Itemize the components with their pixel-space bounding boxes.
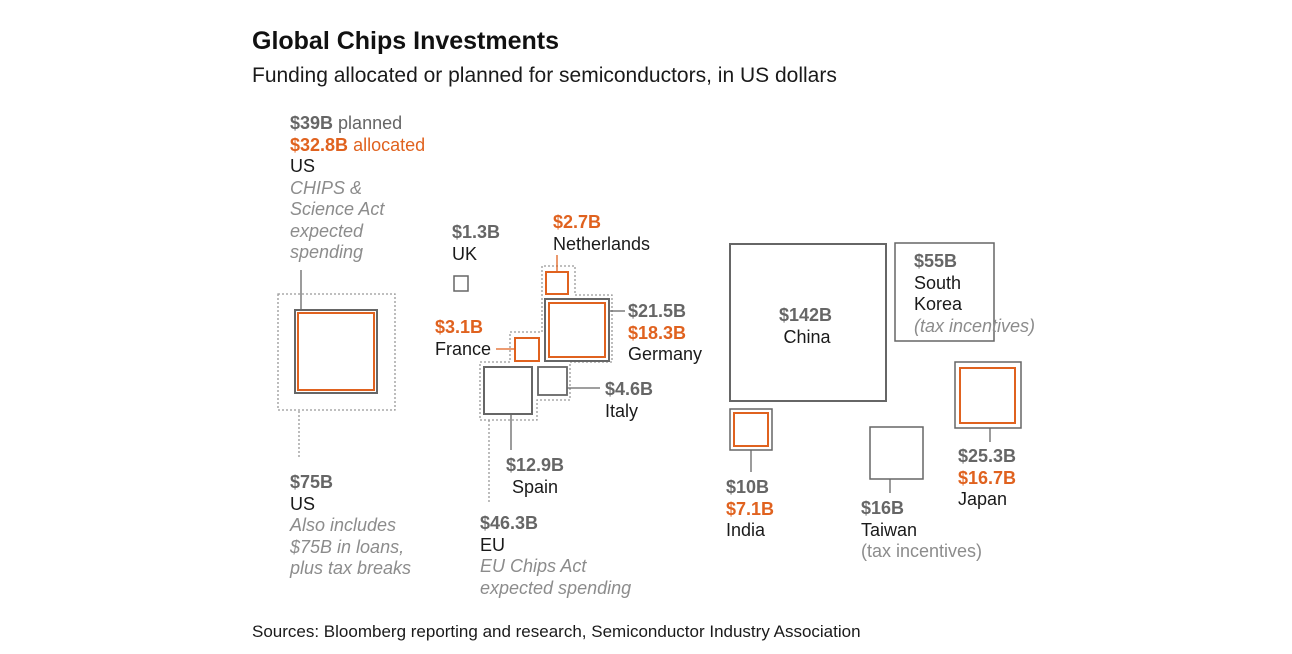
south-korea-value: $55B: [914, 251, 958, 271]
us-allocated-word: allocated: [353, 134, 426, 155]
china-name: China: [783, 326, 831, 347]
us-top-note-3: expected: [290, 220, 364, 241]
germany-name: Germany: [628, 344, 703, 364]
eu-outline: [479, 265, 613, 421]
china-value: $142B: [779, 305, 833, 325]
germany-label: $21.5B $18.3B Germany: [628, 301, 702, 366]
india-name: India: [726, 520, 766, 540]
us-top-label: $39B planned $32.8B allocated US CHIPS &…: [290, 113, 425, 264]
source-note: Sources: Bloomberg reporting and researc…: [252, 622, 861, 641]
us-top-note-2: Science Act: [290, 199, 385, 219]
south-korea-name-2: Korea: [914, 294, 963, 314]
spain-value: $12.9B: [506, 455, 565, 475]
us-top-name: US: [290, 156, 316, 176]
us-planned-value: $39B: [290, 113, 334, 133]
eu-note-2: expected spending: [480, 577, 632, 598]
netherlands-square: [545, 271, 569, 295]
japan-allocated-value: $16.7B: [958, 467, 1017, 488]
china-label: $142B China: [779, 305, 832, 348]
uk-square: [453, 275, 469, 292]
india-allocated-square: [733, 412, 769, 447]
south-korea-label: $55B South Korea (tax incentives): [914, 251, 1035, 337]
italy-label: $4.6B Italy: [605, 379, 653, 422]
japan-allocated-square: [959, 367, 1016, 424]
germany-allocated-value: $18.3B: [628, 322, 687, 343]
eu-value: $46.3B: [480, 513, 539, 533]
france-label: $3.1B France: [435, 317, 491, 360]
us-allocated-square: [297, 312, 375, 391]
spain-square: [483, 366, 533, 415]
italy-value: $4.6B: [605, 379, 654, 399]
us-bottom-label: $75B US Also includes $75B in loans, plu…: [290, 472, 411, 580]
us-top-note-4: spending: [290, 242, 364, 262]
germany-allocated-square: [548, 302, 606, 358]
us-total-square: [277, 293, 396, 411]
spain-name: Spain: [512, 476, 559, 497]
india-label: $10B $7.1B India: [726, 477, 774, 542]
france-square: [514, 337, 540, 362]
netherlands-value: $2.7B: [553, 212, 602, 232]
us-bottom-name: US: [290, 493, 316, 514]
eu-note-1: EU Chips Act: [480, 556, 587, 576]
eu-name: EU: [480, 534, 506, 555]
taiwan-value: $16B: [861, 498, 905, 518]
us-bottom-note-2: $75B in loans,: [290, 536, 405, 557]
germany-planned-square: [544, 298, 610, 362]
eu-label: $46.3B EU EU Chips Act expected spending: [480, 513, 631, 599]
us-bottom-note-1: Also includes: [290, 515, 397, 535]
us-bottom-note-3: plus tax breaks: [290, 558, 412, 578]
south-korea-square: [894, 242, 995, 342]
uk-value: $1.3B: [452, 222, 501, 242]
uk-label: $1.3B UK: [452, 222, 500, 265]
japan-label: $25.3B $16.7B Japan: [958, 446, 1016, 511]
us-planned-square: [294, 309, 378, 394]
south-korea-note: (tax incentives): [914, 315, 1036, 336]
japan-planned-value: $25.3B: [958, 446, 1017, 466]
italy-name: Italy: [605, 400, 639, 421]
france-name: France: [435, 338, 492, 359]
netherlands-name: Netherlands: [553, 233, 651, 254]
netherlands-label: $2.7B Netherlands: [553, 212, 650, 255]
taiwan-note: (tax incentives): [861, 541, 983, 561]
south-korea-name-1: South: [914, 272, 962, 293]
uk-name: UK: [452, 243, 478, 264]
india-planned-square: [729, 408, 773, 451]
india-planned-value: $10B: [726, 477, 770, 497]
chart-title: Global Chips Investments: [252, 27, 560, 55]
us-top-note-1: CHIPS &: [290, 177, 363, 198]
taiwan-label: $16B Taiwan (tax incentives): [861, 498, 982, 563]
chart-subtitle: Funding allocated or planned for semicon…: [252, 64, 837, 87]
india-allocated-value: $7.1B: [726, 498, 775, 519]
japan-name: Japan: [958, 489, 1008, 509]
france-value: $3.1B: [435, 317, 484, 337]
japan-planned-square: [954, 361, 1022, 429]
taiwan-name: Taiwan: [861, 519, 918, 540]
italy-square: [537, 366, 568, 396]
taiwan-square: [869, 426, 924, 480]
us-bottom-value: $75B: [290, 472, 334, 492]
us-planned-word: planned: [338, 113, 403, 133]
china-square: [729, 243, 887, 402]
spain-label: $12.9B Spain: [506, 455, 564, 498]
us-allocated-value: $32.8B: [290, 134, 349, 155]
germany-planned-value: $21.5B: [628, 301, 687, 321]
